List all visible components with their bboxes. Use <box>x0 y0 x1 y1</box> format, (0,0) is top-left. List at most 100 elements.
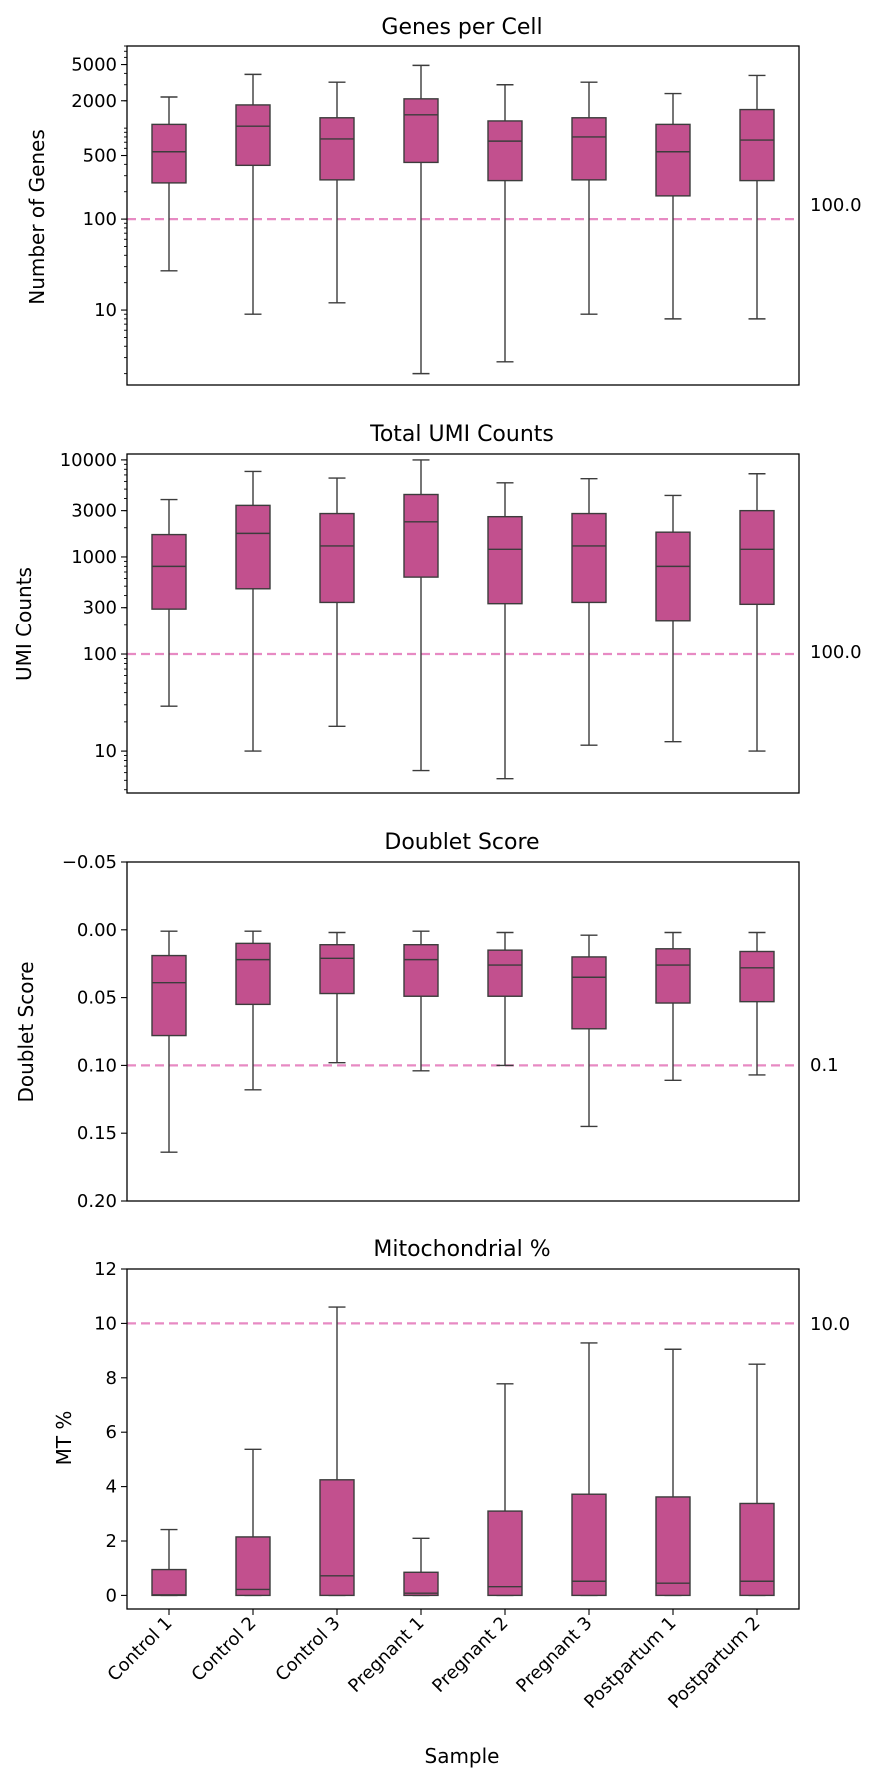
box-body <box>571 117 607 181</box>
box-postpartum-2 <box>739 931 775 1076</box>
box-postpartum-1 <box>655 931 691 1082</box>
box-body <box>571 956 607 1030</box>
box-pregnant-2 <box>487 482 523 780</box>
y-tick-label: 0.20 <box>77 1191 117 1212</box>
y-tick-label: 4 <box>106 1477 117 1498</box>
box-control-1 <box>151 930 187 1153</box>
box-body <box>319 117 355 181</box>
box-body <box>235 104 271 167</box>
box-body <box>403 98 439 164</box>
box-control-2 <box>235 1448 271 1597</box>
box-body <box>655 1496 691 1597</box>
y-tick-label: 12 <box>94 1259 117 1280</box>
plot-area: 10 100 300 1000 3000 10000 <box>60 450 800 794</box>
panel-mitochondrial-pct: Mitochondrial % MT % 0 2 4 6 8 10 12 10.0 <box>52 1237 850 1615</box>
box-control-1 <box>151 498 187 707</box>
box-body <box>487 120 523 182</box>
box-body <box>235 504 271 590</box>
y-tick-label: 0.00 <box>77 920 117 941</box>
y-tick-label: 1000 <box>71 547 117 568</box>
panel-total-umi-counts: Total UMI Counts UMI Counts 10 100 300 1000… <box>12 422 862 794</box>
threshold-label: 0.1 <box>810 1055 839 1076</box>
box-postpartum-1 <box>655 1348 691 1597</box>
y-axis-label: Number of Genes <box>25 129 49 305</box>
box-body <box>151 533 187 610</box>
box-pregnant-1 <box>403 64 439 375</box>
box-body <box>151 1568 187 1597</box>
y-axis-label: UMI Counts <box>12 567 36 681</box>
box-pregnant-2 <box>487 931 523 1067</box>
axes-frame <box>126 45 800 386</box>
y-tick-label: 2000 <box>71 91 117 112</box>
box-body <box>151 123 187 184</box>
axes-frame <box>126 861 800 1202</box>
box-body <box>403 1571 439 1597</box>
box-control-3 <box>319 477 355 728</box>
box-postpartum-2 <box>739 74 775 320</box>
box-pregnant-3 <box>571 934 607 1128</box>
y-tick-label: 0.10 <box>77 1055 117 1076</box>
box-body <box>655 123 691 197</box>
box-body <box>319 944 355 995</box>
y-tick-label: 0.15 <box>77 1123 117 1144</box>
y-tick-label: 100 <box>83 644 117 665</box>
box-body <box>739 1502 775 1597</box>
box-postpartum-1 <box>655 92 691 320</box>
box-body <box>487 1510 523 1597</box>
x-axis-label: Sample <box>425 1744 500 1768</box>
y-tick-label: 10 <box>94 1313 117 1334</box>
box-body <box>487 949 523 997</box>
box-control-3 <box>319 931 355 1064</box>
box-control-3 <box>319 1306 355 1597</box>
panel-title: Total UMI Counts <box>369 422 554 447</box>
panel-title: Genes per Cell <box>381 15 542 40</box>
box-pregnant-2 <box>487 1383 523 1597</box>
box-body <box>571 512 607 604</box>
y-tick-label: 8 <box>106 1368 117 1389</box>
y-tick-label: 3000 <box>71 501 117 522</box>
box-body <box>571 1493 607 1597</box>
y-tick-label: 6 <box>106 1422 117 1443</box>
plot-area: −0.05 0.00 0.05 0.10 0.15 0.20 <box>62 852 800 1212</box>
box-body <box>655 531 691 622</box>
box-pregnant-2 <box>487 84 523 363</box>
y-axis-label: Doublet Score <box>14 961 38 1102</box>
box-control-2 <box>235 930 271 1091</box>
box-control-2 <box>235 470 271 752</box>
y-tick-label: 2 <box>106 1531 117 1552</box>
y-tick-label: 5000 <box>71 55 117 76</box>
panel-title: Doublet Score <box>384 830 539 855</box>
panel-title: Mitochondrial % <box>373 1237 550 1262</box>
box-pregnant-1 <box>403 930 439 1072</box>
y-tick-label: 10 <box>94 300 117 321</box>
y-tick-label: 300 <box>83 598 117 619</box>
y-axis-label: MT % <box>52 1411 76 1466</box>
y-tick-label: −0.05 <box>62 852 117 873</box>
box-body <box>319 1479 355 1597</box>
box-body <box>319 512 355 604</box>
box-control-1 <box>151 1528 187 1597</box>
axes-frame <box>126 1268 800 1610</box>
threshold-label: 100.0 <box>810 195 862 216</box>
box-control-3 <box>319 81 355 304</box>
box-body <box>235 1536 271 1597</box>
box-pregnant-1 <box>403 459 439 772</box>
box-postpartum-1 <box>655 494 691 743</box>
box-body <box>403 944 439 997</box>
threshold-label: 10.0 <box>810 1314 850 1335</box>
box-pregnant-3 <box>571 81 607 315</box>
box-body <box>235 942 271 1006</box>
box-postpartum-2 <box>739 1363 775 1597</box>
plot-area: 0 2 4 6 8 10 12 <box>94 1259 800 1615</box>
y-tick-label: 10000 <box>60 450 117 471</box>
y-tick-label: 0 <box>106 1585 117 1606</box>
panel-doublet-score: Doublet Score Doublet Score −0.05 0.00 0.0… <box>14 830 839 1212</box>
box-control-1 <box>151 96 187 272</box>
box-body <box>739 950 775 1003</box>
axes-frame <box>126 453 800 794</box>
box-postpartum-2 <box>739 473 775 752</box>
y-tick-label: 10 <box>94 741 117 762</box>
box-body <box>739 108 775 182</box>
y-tick-label: 500 <box>83 146 117 167</box>
